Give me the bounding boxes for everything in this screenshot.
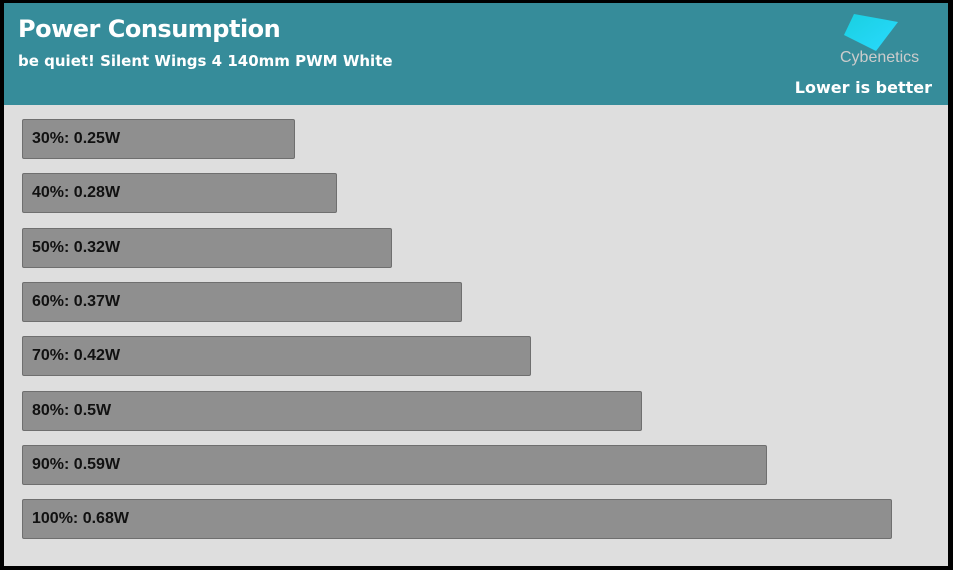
bar-label: 60%: 0.37W	[32, 292, 121, 310]
brand-name: Cybenetics	[840, 49, 920, 66]
bar-label: 100%: 0.68W	[32, 510, 129, 528]
bar-label: 30%: 0.25W	[32, 130, 121, 147]
bar-label: 50%: 0.32W	[32, 238, 121, 256]
bar-label: 40%: 0.28W	[32, 184, 121, 202]
bar-label: 80%: 0.5W	[32, 401, 112, 419]
chart-header: Power Consumption be quiet! Silent Wings…	[4, 3, 948, 105]
chart-subtitle: be quiet! Silent Wings 4 140mm PWM White	[18, 52, 393, 70]
bar-30%: 30%: 0.25W	[22, 119, 295, 159]
lower-is-better-note: Lower is better	[794, 78, 932, 97]
bar-label: 90%: 0.59W	[32, 455, 121, 473]
cybenetics-logo-icon	[844, 14, 898, 51]
bar-80%: 80%: 0.5W	[22, 390, 642, 431]
bar-60%: 60%: 0.37W	[22, 281, 462, 322]
chart-title: Power Consumption	[18, 15, 281, 43]
bar-label: 70%: 0.42W	[32, 347, 121, 365]
bar-100%: 100%: 0.68W	[22, 499, 892, 540]
bar-50%: 50%: 0.32W	[22, 227, 393, 268]
bar-40%: 40%: 0.28W	[22, 173, 337, 214]
bar-70%: 70%: 0.42W	[22, 336, 531, 377]
chart-frame: Power Consumption be quiet! Silent Wings…	[4, 3, 948, 566]
bar-90%: 90%: 0.59W	[22, 444, 767, 485]
